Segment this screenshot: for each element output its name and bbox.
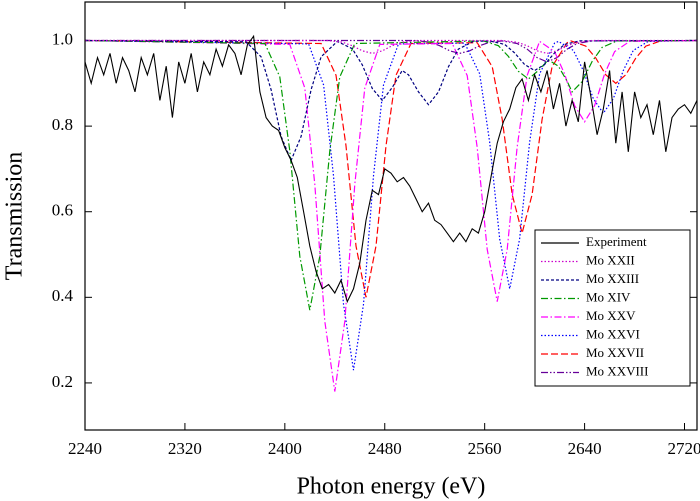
legend-label: Mo XXVIII [586, 363, 648, 378]
y-tick-label: 0.8 [52, 115, 73, 134]
legend-label: Mo XXV [586, 308, 636, 323]
series-line [85, 39, 697, 371]
y-tick-label: 1.0 [52, 29, 73, 48]
series-line [85, 39, 697, 162]
x-tick-label: 2720 [668, 439, 700, 458]
legend-label: Mo XXIII [586, 271, 639, 286]
y-tick-label: 0.2 [52, 372, 73, 391]
series-line [85, 39, 697, 311]
x-tick-label: 2320 [168, 439, 202, 458]
legend-label: Mo XXVII [586, 345, 644, 360]
legend-label: Mo XXII [586, 252, 635, 267]
x-tick-label: 2240 [68, 439, 102, 458]
series-line [85, 34, 697, 304]
legend-box [534, 229, 691, 387]
x-tick-label: 2640 [568, 439, 602, 458]
x-tick-label: 2480 [368, 439, 402, 458]
x-tick-label: 2400 [268, 439, 302, 458]
series-line [85, 39, 697, 55]
y-tick-label: 0.6 [52, 201, 73, 220]
x-axis-label: Photon energy (eV) [297, 474, 486, 500]
legend-label: Mo XIV [586, 289, 631, 304]
series-line [85, 39, 697, 392]
plot-frame [84, 1, 698, 431]
legend-label: Experiment [586, 234, 647, 249]
legend-label: Mo XXVI [586, 326, 640, 341]
series-line [85, 39, 697, 63]
legend: Experiment Mo XXII Mo XXIII Mo XIV Mo XXV Mo … [534, 229, 691, 387]
x-tick-label: 2560 [468, 439, 502, 458]
y-tick-label: 0.4 [52, 286, 74, 305]
y-axis-label: Transmission [2, 152, 28, 280]
